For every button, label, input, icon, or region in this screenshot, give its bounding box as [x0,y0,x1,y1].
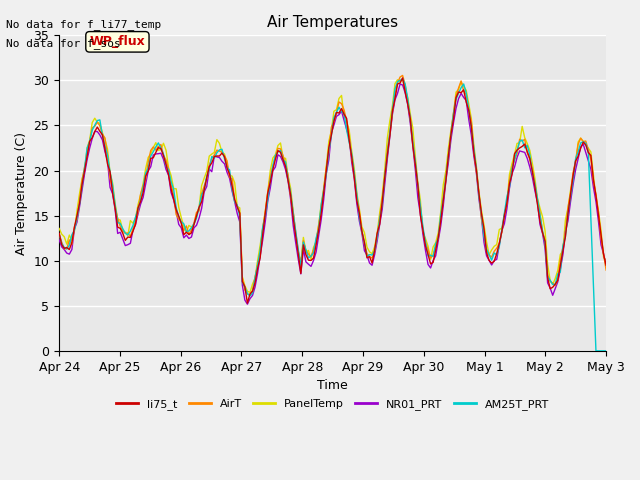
Text: No data for f_li77_temp: No data for f_li77_temp [6,19,162,30]
Text: No data for f_sos: No data for f_sos [6,38,121,49]
Y-axis label: Air Temperature (C): Air Temperature (C) [15,132,28,254]
X-axis label: Time: Time [317,379,348,392]
Legend: li75_t, AirT, PanelTemp, NR01_PRT, AM25T_PRT: li75_t, AirT, PanelTemp, NR01_PRT, AM25T… [112,395,554,415]
Title: Air Temperatures: Air Temperatures [267,15,398,30]
Text: WP_flux: WP_flux [90,36,145,48]
